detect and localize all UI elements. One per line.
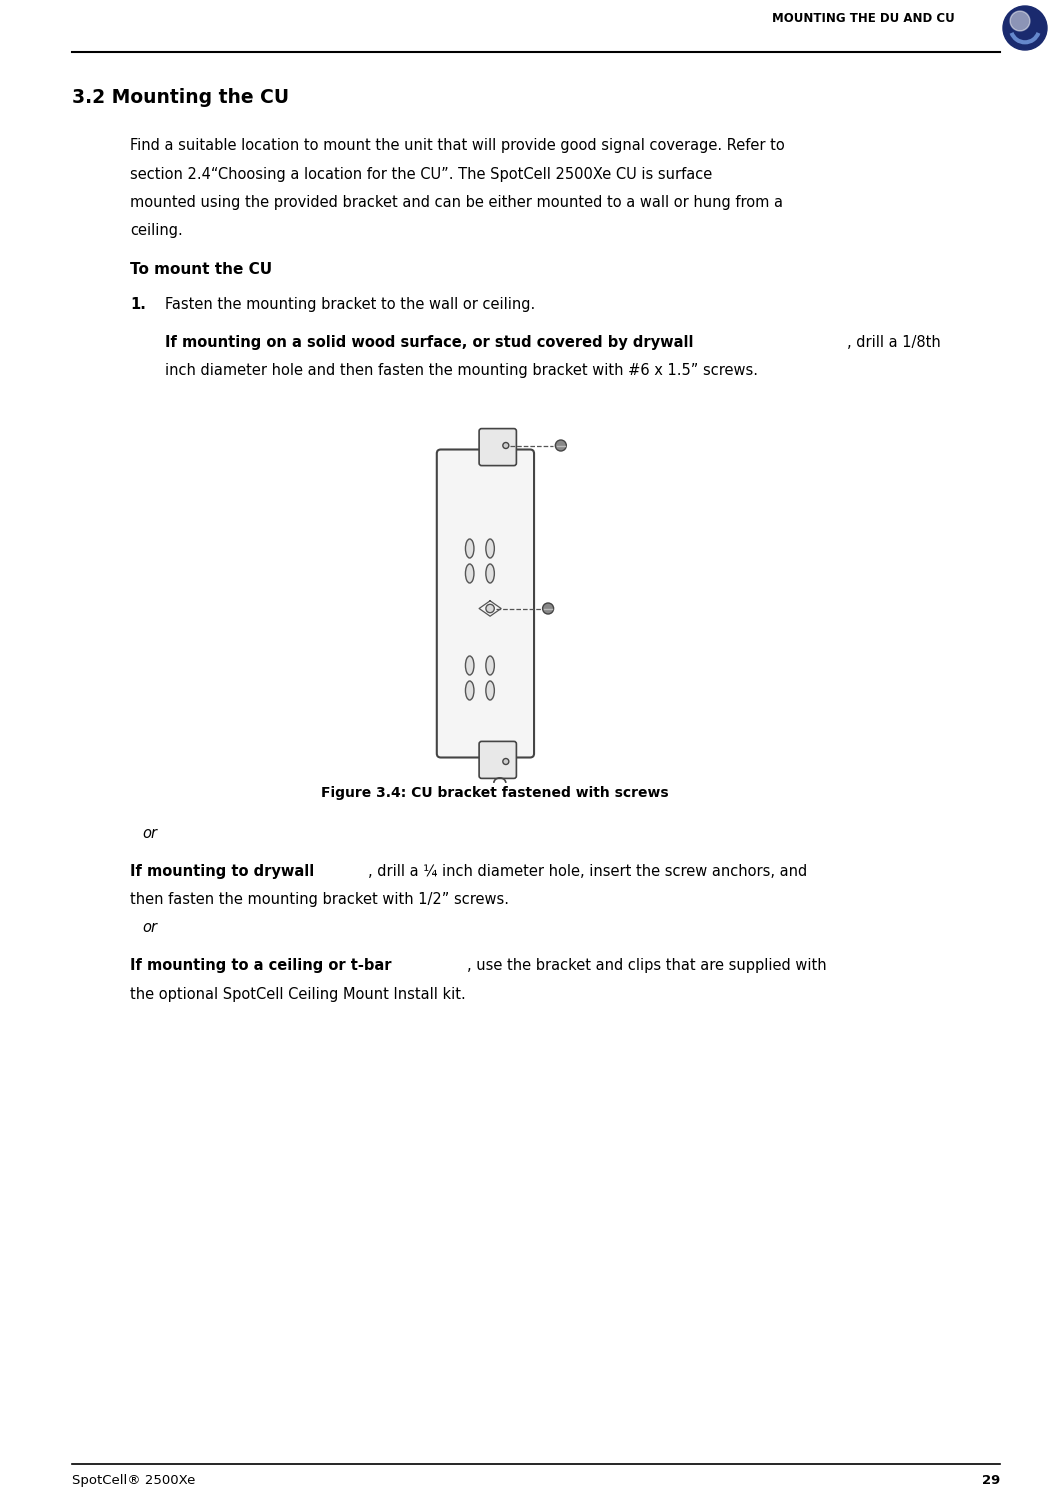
Ellipse shape [465,539,474,559]
Text: If mounting to a ceiling or t-bar: If mounting to a ceiling or t-bar [130,958,392,973]
Text: 3.2 Mounting the CU: 3.2 Mounting the CU [72,87,289,107]
Circle shape [486,604,495,613]
Text: the optional SpotCell Ceiling Mount Install kit.: the optional SpotCell Ceiling Mount Inst… [130,986,466,1001]
Text: 1.: 1. [130,297,146,312]
Ellipse shape [486,681,495,700]
Text: , drill a 1/8th: , drill a 1/8th [847,334,941,349]
Circle shape [1003,6,1047,50]
Text: If mounting on a solid wood surface, or stud covered by drywall: If mounting on a solid wood surface, or … [165,334,693,349]
Text: To mount the CU: To mount the CU [130,262,272,277]
Text: Find a suitable location to mount the unit that will provide good signal coverag: Find a suitable location to mount the un… [130,139,784,154]
Text: MOUNTING THE DU AND CU: MOUNTING THE DU AND CU [772,12,956,26]
FancyBboxPatch shape [479,429,517,465]
Text: inch diameter hole and then fasten the mounting bracket with #6 x 1.5” screws.: inch diameter hole and then fasten the m… [165,363,758,378]
FancyBboxPatch shape [479,741,517,779]
Text: then fasten the mounting bracket with 1/2” screws.: then fasten the mounting bracket with 1/… [130,892,509,907]
Text: or: or [142,825,157,840]
Circle shape [503,443,509,449]
Ellipse shape [465,657,474,675]
Text: mounted using the provided bracket and can be either mounted to a wall or hung f: mounted using the provided bracket and c… [130,194,783,209]
Circle shape [1010,11,1030,32]
Text: section 2.4“Choosing a location for the CU”. The SpotCell 2500Xe CU is surface: section 2.4“Choosing a location for the … [130,167,712,182]
Text: , drill a ¼ inch diameter hole, insert the screw anchors, and: , drill a ¼ inch diameter hole, insert t… [368,863,807,878]
Circle shape [555,440,566,450]
Text: ceiling.: ceiling. [130,223,183,238]
Circle shape [503,759,509,765]
Text: , use the bracket and clips that are supplied with: , use the bracket and clips that are sup… [467,958,827,973]
Ellipse shape [465,565,474,583]
Ellipse shape [486,657,495,675]
Text: Fasten the mounting bracket to the wall or ceiling.: Fasten the mounting bracket to the wall … [165,297,536,312]
Text: If mounting to drywall: If mounting to drywall [130,863,314,878]
Text: SpotCell® 2500Xe: SpotCell® 2500Xe [72,1474,195,1486]
FancyBboxPatch shape [437,449,534,758]
Ellipse shape [486,539,495,559]
Text: 29: 29 [982,1474,1000,1486]
Text: or: or [142,920,157,935]
Ellipse shape [465,681,474,700]
Ellipse shape [486,565,495,583]
Circle shape [543,602,553,614]
Text: Figure 3.4: CU bracket fastened with screws: Figure 3.4: CU bracket fastened with scr… [321,786,669,800]
